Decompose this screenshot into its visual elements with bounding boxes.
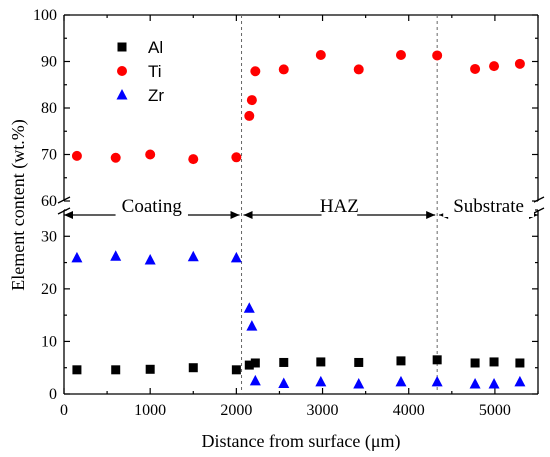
al-point-5: [244, 360, 254, 370]
ti-point-4: [231, 152, 242, 163]
y-tick-label-upper-100: 100: [33, 7, 57, 24]
ti-point-9: [315, 49, 326, 60]
y-tick-label-lower-20: 20: [41, 281, 57, 298]
region-label-haz: HAZ: [320, 196, 359, 217]
legend-marker-ti: [117, 66, 127, 76]
zr-point-10: [353, 378, 365, 389]
zr-point-12: [431, 375, 443, 387]
zr-point-3: [187, 250, 199, 262]
data-markers: [71, 49, 526, 389]
ti-point-2: [145, 149, 156, 160]
axis-tick-labels: 0 1000 2000 3000 4000 5000 0 10 20 30 60 70 80 90 100: [33, 7, 511, 419]
al-point-14: [515, 358, 525, 368]
ti-point-1: [110, 152, 121, 163]
zr-point-9: [315, 375, 327, 387]
x-axis-title: Distance from surface (μm): [201, 431, 400, 452]
legend-label-zr: Zr: [148, 86, 164, 105]
right-break-mark-upper: [531, 196, 545, 204]
ti-point-13: [470, 63, 481, 74]
zr-point-6: [246, 320, 258, 331]
region-arrows: Coating HAZ Substrate: [64, 195, 538, 219]
x-tick-label-2000: 2000: [220, 402, 252, 419]
al-point-13: [489, 357, 499, 367]
zr-point-8: [278, 377, 290, 388]
ti-point-8: [278, 64, 289, 75]
ti-point-7: [250, 66, 261, 77]
legend-marker-al: [117, 42, 127, 52]
ti-point-10: [353, 64, 364, 75]
zr-point-14: [488, 378, 500, 389]
ti-point-14: [489, 61, 500, 72]
y-axis-title: Element content (wt.%): [8, 119, 29, 290]
left-break-mark-upper: [57, 196, 71, 204]
x-tick-label-5000: 5000: [479, 402, 511, 419]
ti-point-15: [514, 58, 525, 69]
y-tick-label-upper-60: 60: [41, 193, 57, 210]
zr-point-11: [395, 375, 407, 387]
zr-point-15: [514, 375, 526, 387]
ti-point-11: [395, 49, 406, 60]
al-point-9: [354, 357, 364, 367]
region-label-bg-substrate: [443, 195, 534, 217]
al-point-10: [396, 356, 406, 366]
ti-point-12: [432, 50, 443, 61]
region-arrowhead-left-coating: [64, 211, 73, 219]
zr-point-4: [230, 251, 242, 263]
ti-point-6: [246, 95, 257, 106]
y-tick-label-lower-0: 0: [49, 386, 57, 403]
al-point-3: [188, 363, 198, 373]
y-tick-label-lower-10: 10: [41, 333, 57, 350]
ti-point-5: [244, 110, 255, 121]
left-break-mark-lower: [57, 207, 71, 215]
al-point-0: [72, 365, 82, 375]
zr-point-13: [469, 378, 481, 389]
al-point-6: [250, 358, 260, 368]
legend-label-al: Al: [148, 38, 163, 57]
region-label-coating: Coating: [122, 196, 183, 217]
region-arrowhead-right-coating: [230, 211, 240, 219]
al-point-11: [432, 355, 442, 365]
x-tick-label-1000: 1000: [134, 402, 166, 419]
y-tick-label-upper-90: 90: [41, 54, 57, 71]
zr-point-0: [71, 251, 83, 263]
zr-point-7: [249, 374, 261, 386]
al-point-7: [279, 357, 289, 367]
region-arrowhead-right-haz: [426, 211, 436, 219]
al-point-1: [111, 365, 121, 375]
zr-point-1: [110, 250, 122, 261]
al-point-12: [470, 358, 480, 368]
ti-point-0: [71, 150, 82, 161]
legend-marker-zr: [116, 89, 128, 100]
right-break-mark-lower: [531, 207, 545, 215]
y-tick-label-upper-80: 80: [41, 100, 57, 117]
y-tick-label-upper-70: 70: [41, 147, 57, 164]
ti-point-3: [188, 154, 199, 165]
zr-point-5: [243, 302, 255, 313]
region-label-substrate: Substrate: [453, 196, 524, 217]
zr-point-2: [144, 253, 156, 265]
al-point-8: [316, 357, 326, 367]
region-label-bg-coating: [115, 195, 188, 217]
region-arrowhead-left-haz: [243, 211, 253, 219]
al-point-4: [231, 365, 241, 375]
al-point-2: [145, 364, 155, 374]
x-tick-label-0: 0: [60, 402, 68, 419]
axis-ticks: [63, 14, 539, 395]
region-label-bg-haz: [321, 195, 358, 217]
x-tick-label-4000: 4000: [393, 402, 425, 419]
y-tick-label-lower-30: 30: [41, 228, 57, 245]
x-tick-label-3000: 3000: [307, 402, 339, 419]
legend-label-ti: Ti: [148, 62, 162, 81]
legend: Al Ti Zr: [116, 38, 164, 105]
